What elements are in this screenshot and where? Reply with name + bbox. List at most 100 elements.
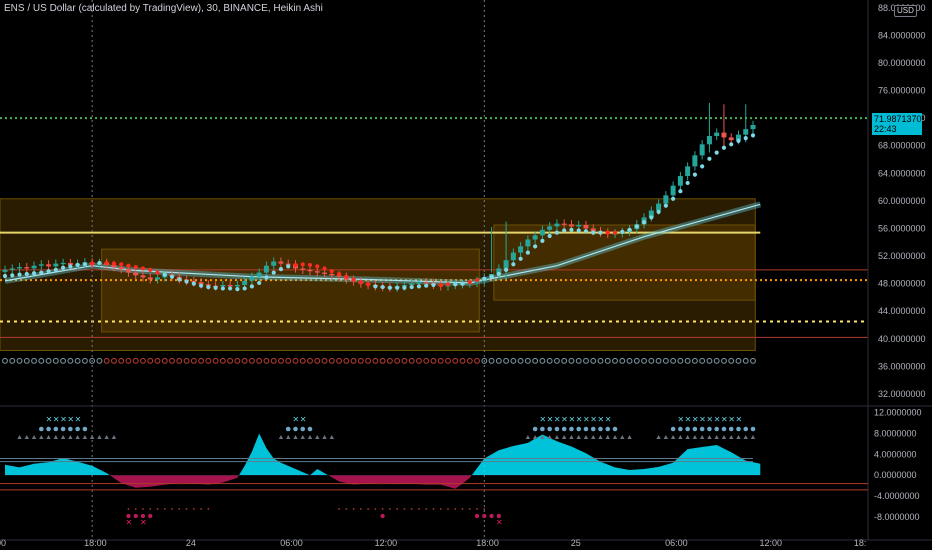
trend-dot-bull bbox=[656, 209, 661, 214]
level-circle bbox=[227, 357, 234, 364]
signal-triangle bbox=[627, 435, 632, 439]
candle-body bbox=[663, 195, 669, 204]
level-circle bbox=[52, 357, 59, 364]
level-circle bbox=[408, 357, 415, 364]
symbol-title[interactable]: ENS / US Dollar (calculated by TradingVi… bbox=[4, 3, 323, 14]
signal-dot bbox=[307, 426, 313, 432]
signal-small-dot bbox=[163, 508, 166, 510]
candle-body bbox=[285, 263, 291, 265]
level-circle bbox=[132, 357, 139, 364]
trend-dot-bear bbox=[307, 262, 313, 268]
signal-triangle bbox=[286, 435, 291, 439]
signal-triangle bbox=[714, 435, 719, 439]
level-circle bbox=[721, 357, 727, 364]
time-axis-label: 12:00 bbox=[375, 538, 398, 548]
price-axis-label: 52.0000000 bbox=[878, 251, 926, 261]
candle-body bbox=[503, 260, 509, 269]
signal-small-dot bbox=[338, 508, 340, 510]
candle-body bbox=[409, 283, 415, 285]
candle-body bbox=[31, 265, 37, 269]
level-circle bbox=[742, 357, 749, 364]
candle-body bbox=[670, 185, 676, 196]
signal-cross: ✕ bbox=[75, 415, 82, 424]
level-circle bbox=[619, 357, 626, 364]
level-circle bbox=[546, 357, 553, 364]
candle-body bbox=[329, 273, 335, 276]
level-circle bbox=[198, 357, 205, 364]
signal-triangle bbox=[104, 435, 109, 439]
signal-small-dot bbox=[178, 508, 181, 510]
level-circle bbox=[553, 357, 560, 364]
trend-dot-bear bbox=[140, 266, 146, 271]
currency-button[interactable]: USD bbox=[894, 5, 917, 17]
trend-dot-bull bbox=[46, 269, 51, 274]
signal-cross: ✕ bbox=[605, 415, 612, 424]
signal-small-dot bbox=[192, 508, 195, 510]
signal-dot bbox=[60, 426, 66, 432]
signal-cross: ✕ bbox=[728, 415, 735, 424]
signal-dot bbox=[750, 426, 756, 432]
trend-dot-bull bbox=[402, 285, 407, 290]
signal-small-dot bbox=[396, 508, 399, 510]
trend-dot-bull bbox=[177, 277, 182, 282]
signal-triangle bbox=[699, 435, 705, 439]
level-circle bbox=[212, 357, 219, 364]
candle-body bbox=[67, 262, 73, 265]
level-circle bbox=[597, 357, 604, 364]
signal-small-dot bbox=[367, 508, 370, 510]
trend-dot-bull bbox=[562, 228, 567, 233]
level-circle bbox=[299, 357, 306, 364]
signal-dot bbox=[75, 426, 80, 432]
signal-cross: ✕ bbox=[561, 415, 568, 424]
level-circle bbox=[561, 357, 568, 364]
trend-dot-bear bbox=[90, 261, 95, 266]
signal-cross: ✕ bbox=[539, 415, 546, 424]
level-circle bbox=[394, 357, 401, 364]
candle-body bbox=[518, 246, 524, 253]
level-circle bbox=[336, 357, 343, 364]
level-circle bbox=[9, 357, 16, 364]
signal-triangle bbox=[89, 435, 95, 439]
trend-dot-bull bbox=[198, 283, 204, 288]
level-circle bbox=[285, 357, 292, 364]
signal-triangle bbox=[729, 435, 734, 439]
trend-dot-bull bbox=[518, 256, 523, 261]
level-circle bbox=[81, 357, 88, 364]
trend-dot-bull bbox=[17, 272, 22, 277]
trend-dot-bull bbox=[598, 230, 603, 235]
time-axis-label: 18: bbox=[854, 538, 867, 548]
candle-body bbox=[648, 210, 654, 218]
time-axis-label: 25 bbox=[571, 538, 581, 548]
signal-dot-bear bbox=[489, 513, 494, 519]
level-circle bbox=[510, 357, 517, 364]
candle-body bbox=[220, 285, 226, 287]
trend-dot-bear bbox=[358, 280, 363, 285]
trend-dot-bear bbox=[351, 277, 356, 282]
signal-triangle bbox=[561, 435, 567, 439]
level-circle bbox=[147, 357, 154, 364]
trend-dot-bull bbox=[31, 271, 37, 276]
last-price-value: 71.9871370 bbox=[874, 114, 922, 124]
signal-triangle bbox=[111, 435, 117, 439]
trend-dot-bull bbox=[671, 196, 676, 201]
level-circle bbox=[2, 357, 8, 364]
trend-dot-bull bbox=[387, 285, 392, 290]
signal-small-dot bbox=[156, 508, 159, 510]
time-axis-label: 18:00 bbox=[84, 538, 107, 548]
trend-dot-bull bbox=[453, 282, 458, 287]
candle-body bbox=[38, 264, 44, 266]
signal-small-dot bbox=[359, 508, 362, 510]
signal-dot bbox=[82, 426, 88, 432]
trend-dot-bear bbox=[300, 262, 305, 267]
signal-cross: ✕ bbox=[67, 415, 74, 424]
signal-dot bbox=[561, 426, 567, 432]
price-axis-label: 80.0000000 bbox=[878, 58, 926, 68]
signal-cross: ✕ bbox=[590, 415, 597, 424]
osc-axis-label: 12.0000000 bbox=[874, 408, 922, 418]
signal-small-dot bbox=[468, 508, 471, 510]
trend-dot-bull bbox=[82, 262, 87, 267]
signal-dot bbox=[670, 426, 676, 432]
candle-body bbox=[692, 155, 698, 167]
candle-body bbox=[111, 265, 117, 268]
